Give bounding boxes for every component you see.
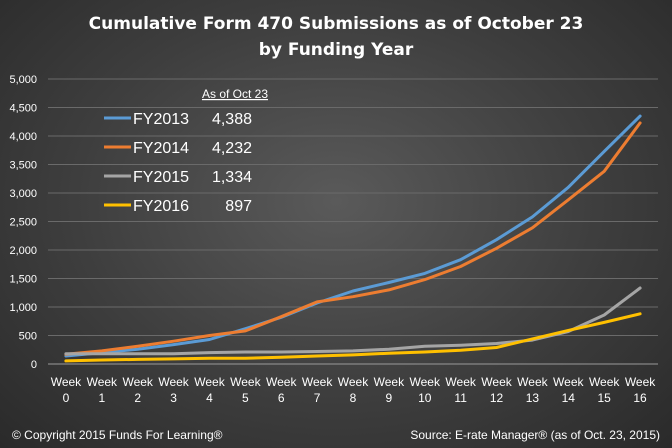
x-tick-label: Week bbox=[122, 375, 153, 389]
x-tick-label: 10 bbox=[418, 391, 432, 405]
x-tick-label: Week bbox=[481, 375, 512, 389]
x-tick-label: 13 bbox=[526, 391, 540, 405]
gridlines bbox=[48, 78, 658, 365]
x-tick-label: Week bbox=[266, 375, 297, 389]
y-tick-label: 500 bbox=[19, 331, 37, 343]
x-tick-label: 0 bbox=[63, 391, 70, 405]
x-tick-label: Week bbox=[338, 375, 369, 389]
x-tick-label: 12 bbox=[490, 391, 504, 405]
x-tick-label: Week bbox=[553, 375, 584, 389]
x-tick-label: Week bbox=[194, 375, 225, 389]
x-tick-label: Week bbox=[158, 375, 189, 389]
y-tick-label: 4,500 bbox=[9, 103, 37, 115]
series-line-fy2013 bbox=[64, 114, 642, 358]
y-tick-label: 3,500 bbox=[9, 160, 37, 172]
y-tick-label: 1,500 bbox=[9, 274, 37, 286]
x-tick-label: 15 bbox=[597, 391, 611, 405]
x-tick-label: 7 bbox=[314, 391, 321, 405]
x-tick-label: Week bbox=[302, 375, 333, 389]
y-tick-label: 3,000 bbox=[9, 188, 37, 200]
x-tick-label: 6 bbox=[278, 391, 285, 405]
x-tick-label: Week bbox=[589, 375, 620, 389]
legend-value-fy2014: 4,232 bbox=[212, 140, 252, 157]
x-tick-label: 5 bbox=[242, 391, 249, 405]
y-axis-ticks: 0 500 1,000 1,500 2,000 2,500 3,000 3,500 4,000 4… bbox=[9, 74, 37, 371]
y-tick-label: 0 bbox=[31, 359, 37, 371]
legend-header: As of Oct 23 bbox=[202, 87, 268, 101]
series-line-fy2014 bbox=[64, 121, 642, 356]
legend-value-fy2015: 1,334 bbox=[212, 169, 252, 186]
x-axis-ticks: Week 0 Week 1 Week 2 Week 3 Week 4 Week 5 Week 6 Week 7… bbox=[51, 375, 657, 405]
y-tick-label: 5,000 bbox=[9, 74, 37, 86]
y-tick-label: 4,000 bbox=[9, 131, 37, 143]
y-tick-label: 2,000 bbox=[9, 245, 37, 257]
x-tick-label: 4 bbox=[206, 391, 213, 405]
x-tick-label: Week bbox=[374, 375, 405, 389]
y-tick-label: 2,500 bbox=[9, 217, 37, 229]
x-tick-label: Week bbox=[230, 375, 261, 389]
x-tick-label: Week bbox=[625, 375, 656, 389]
legend-label-fy2013: FY2013 bbox=[133, 111, 189, 128]
legend-value-fy2016: 897 bbox=[225, 198, 252, 215]
source-text: Source: E-rate Manager® (as of Oct. 23, … bbox=[410, 428, 660, 442]
series-lines bbox=[64, 114, 642, 363]
x-tick-label: 9 bbox=[386, 391, 393, 405]
chart-title-line-1: Cumulative Form 470 Submissions as of Oc… bbox=[89, 14, 584, 34]
x-tick-label: 2 bbox=[134, 391, 141, 405]
legend: As of Oct 23 FY2013 4,388 FY2014 4,232 FY201… bbox=[104, 87, 268, 215]
copyright-text: © Copyright 2015 Funds For Learning® bbox=[12, 428, 223, 442]
legend-value-fy2013: 4,388 bbox=[212, 111, 252, 128]
x-tick-label: Week bbox=[410, 375, 441, 389]
x-tick-label: Week bbox=[517, 375, 548, 389]
x-tick-label: Week bbox=[51, 375, 82, 389]
x-tick-label: Week bbox=[445, 375, 476, 389]
legend-label-fy2015: FY2015 bbox=[133, 169, 189, 186]
x-tick-label: Week bbox=[87, 375, 118, 389]
x-tick-label: 16 bbox=[633, 391, 647, 405]
y-tick-label: 1,000 bbox=[9, 302, 37, 314]
legend-label-fy2014: FY2014 bbox=[133, 140, 189, 157]
x-tick-label: 11 bbox=[454, 391, 467, 405]
x-tick-label: 8 bbox=[350, 391, 357, 405]
series-line-fy2016 bbox=[64, 312, 642, 363]
chart-title: Cumulative Form 470 Submissions as of Oc… bbox=[89, 14, 584, 60]
x-tick-label: 14 bbox=[562, 391, 576, 405]
x-tick-label: 3 bbox=[170, 391, 177, 405]
chart-title-line-2: by Funding Year bbox=[259, 40, 414, 60]
x-tick-label: 1 bbox=[98, 391, 105, 405]
legend-label-fy2016: FY2016 bbox=[133, 198, 189, 215]
